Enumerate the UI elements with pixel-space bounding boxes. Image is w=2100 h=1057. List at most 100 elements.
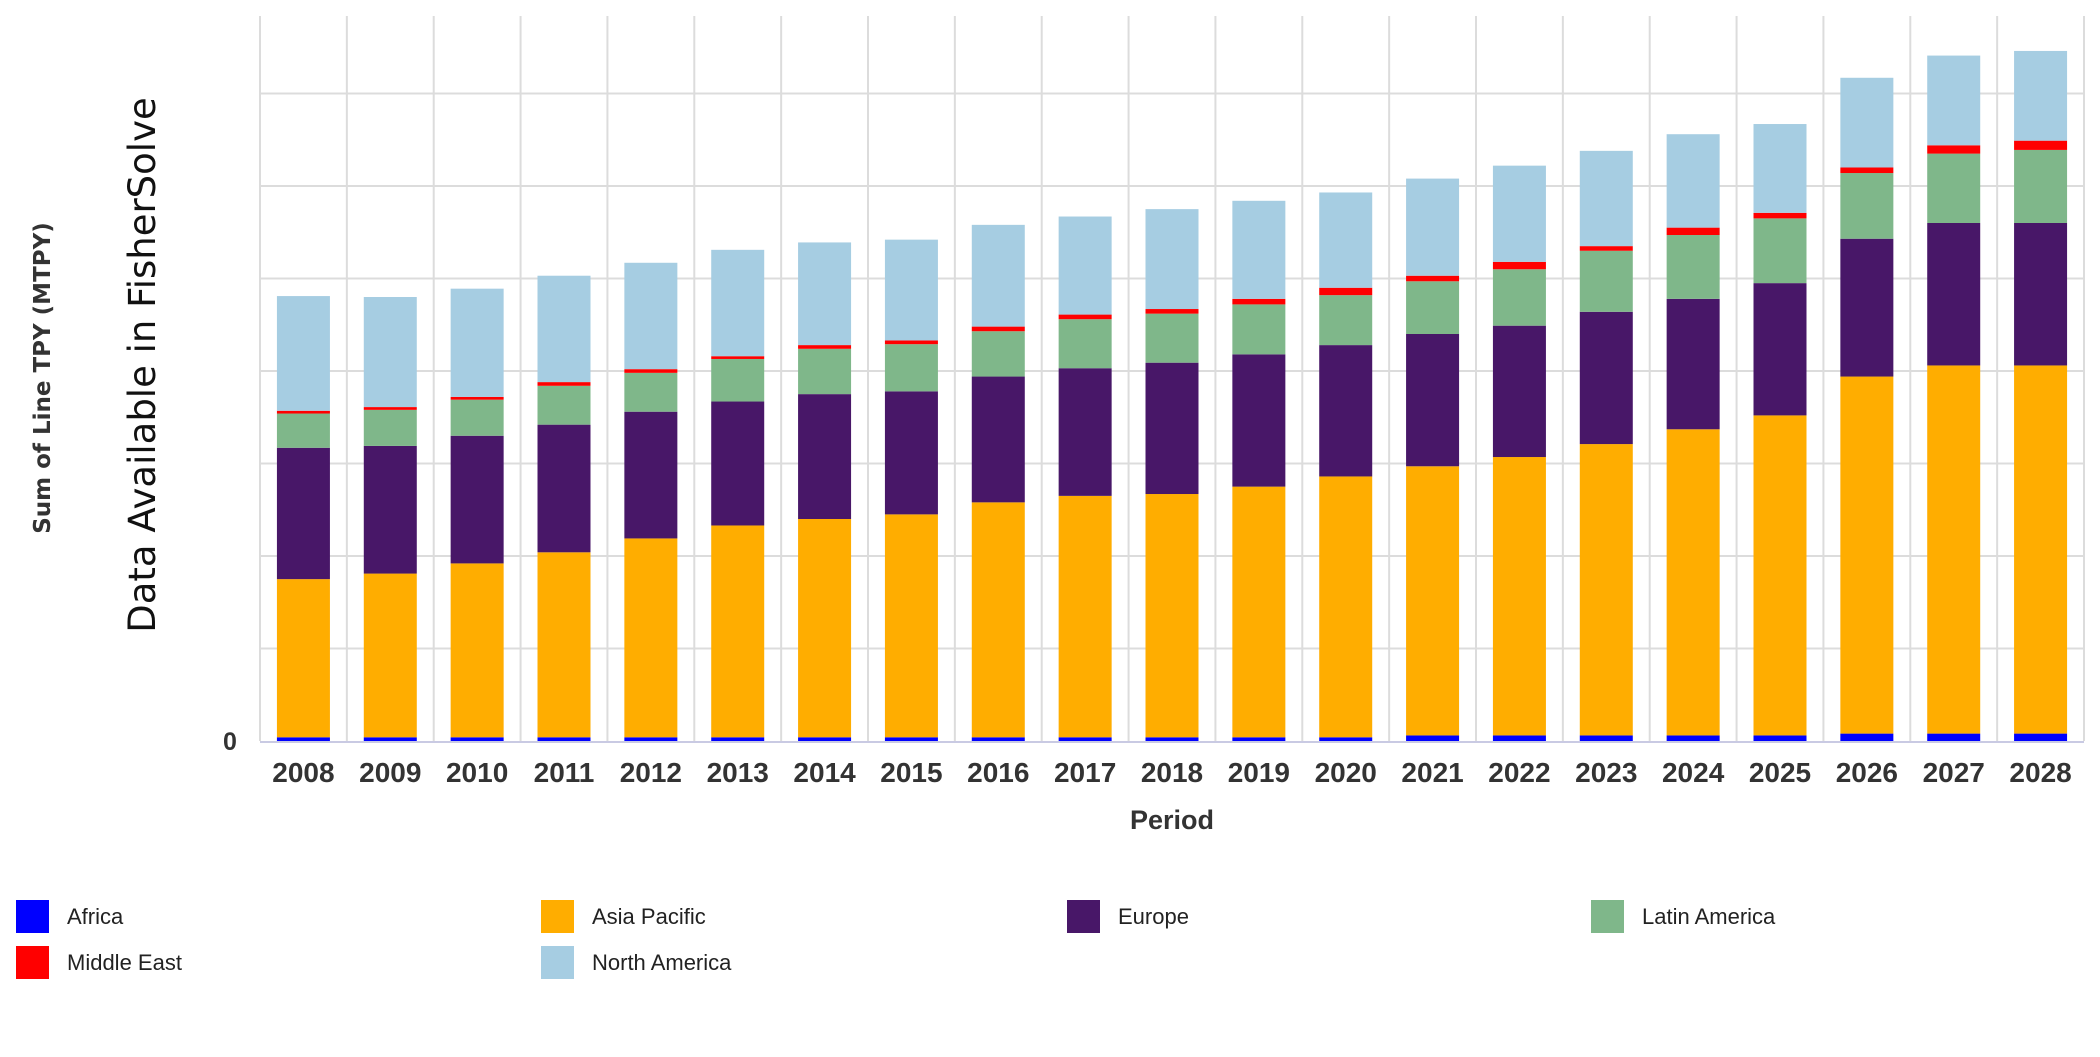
x-tick-label: 2013 (707, 757, 769, 788)
bar-stack-2024 (1666, 134, 1720, 741)
bar-segment-middle-east-2023 (1579, 246, 1633, 251)
bar-segment-europe-2013 (711, 401, 765, 526)
bar-segment-europe-2018 (1145, 362, 1199, 495)
bar-stack-2020 (1319, 192, 1373, 741)
bar-segment-middle-east-2009 (363, 407, 417, 410)
bar-segment-latin-america-2028 (2014, 149, 2068, 223)
bar-segment-africa-2017 (1058, 737, 1112, 741)
bar-segment-north-america-2028 (2014, 50, 2068, 141)
bar-segment-asia-pacific-2012 (624, 538, 678, 738)
bar-segment-africa-2024 (1666, 735, 1720, 741)
bar-segment-middle-east-2018 (1145, 309, 1199, 314)
bar-segment-africa-2009 (363, 737, 417, 741)
bar-segment-north-america-2014 (798, 242, 852, 346)
bar-segment-europe-2012 (624, 411, 678, 539)
bar-segment-latin-america-2016 (971, 331, 1025, 377)
bar-segment-asia-pacific-2008 (276, 579, 330, 738)
y-tick-label: 0 (223, 728, 237, 756)
legend-item-africa[interactable]: Africa (16, 900, 123, 933)
x-tick-label: 2021 (1401, 757, 1463, 788)
bar-stack-2012 (624, 262, 678, 741)
bar-stack-2015 (884, 239, 938, 741)
legend-label: Asia Pacific (592, 903, 706, 929)
legend-label: North America (592, 949, 732, 975)
bar-segment-middle-east-2017 (1058, 314, 1112, 320)
bar-segment-middle-east-2012 (624, 369, 678, 373)
legend-item-north-america[interactable]: North America (541, 946, 731, 979)
bar-segment-north-america-2018 (1145, 209, 1199, 310)
bar-segment-north-america-2017 (1058, 216, 1112, 315)
x-tick-label: 2011 (534, 757, 595, 788)
bar-segment-africa-2018 (1145, 737, 1199, 741)
bar-segment-north-america-2019 (1232, 200, 1286, 299)
bar-segment-africa-2015 (884, 737, 938, 741)
bar-segment-latin-america-2018 (1145, 313, 1199, 363)
x-tick-label: 2023 (1575, 757, 1637, 788)
bar-segment-middle-east-2025 (1753, 212, 1807, 219)
bar-segment-europe-2023 (1579, 311, 1633, 445)
bar-segment-africa-2010 (450, 737, 504, 741)
bar-stack-2016 (971, 224, 1025, 741)
bar-segment-asia-pacific-2019 (1232, 486, 1286, 738)
x-tick-label: 2028 (2009, 757, 2071, 788)
x-tick-label: 2020 (1315, 757, 1377, 788)
bar-segment-middle-east-2028 (2014, 140, 2068, 150)
legend-swatch-icon (541, 946, 574, 979)
x-tick-label: 2018 (1141, 757, 1203, 788)
bar-stack-2008 (276, 296, 330, 741)
bar-segment-asia-pacific-2022 (1492, 457, 1546, 736)
x-tick-label: 2025 (1749, 757, 1811, 788)
bar-segment-asia-pacific-2014 (798, 519, 852, 738)
legend-swatch-icon (1591, 900, 1624, 933)
legend-swatch-icon (16, 900, 49, 933)
legend-label: Europe (1118, 903, 1189, 929)
bar-stack-2022 (1492, 165, 1546, 741)
x-tick-labels: 2008 2009 2010 2011 2012 2013 2014 2015 2016 2017… (272, 757, 2071, 788)
bar-segment-latin-america-2011 (537, 385, 591, 425)
bar-segment-latin-america-2021 (1406, 281, 1460, 334)
bar-stack-2026 (1840, 77, 1894, 741)
bar-segment-latin-america-2012 (624, 372, 678, 412)
legend-swatch-icon (541, 900, 574, 933)
bar-segment-africa-2014 (798, 737, 852, 741)
bar-segment-europe-2020 (1319, 345, 1373, 477)
bar-segment-middle-east-2022 (1492, 261, 1546, 270)
bar-segment-latin-america-2017 (1058, 319, 1112, 369)
legend-label: Middle East (67, 949, 182, 975)
x-tick-label: 2022 (1488, 757, 1550, 788)
bar-stack-2018 (1145, 209, 1199, 741)
bar-segment-africa-2019 (1232, 737, 1286, 741)
bar-segment-africa-2027 (1927, 733, 1981, 741)
bar-stack-2019 (1232, 200, 1286, 741)
bar-segment-europe-2027 (1927, 223, 1981, 366)
bar-segment-asia-pacific-2011 (537, 552, 591, 738)
bar-stack-2009 (363, 297, 417, 741)
legend-item-asia-pacific[interactable]: Asia Pacific (541, 900, 706, 933)
x-tick-label: 2019 (1228, 757, 1290, 788)
bar-segment-asia-pacific-2028 (2014, 365, 2068, 734)
bar-segment-europe-2021 (1406, 334, 1460, 467)
gridlines (259, 16, 2085, 741)
bar-segment-asia-pacific-2025 (1753, 415, 1807, 736)
bar-segment-africa-2028 (2014, 733, 2068, 741)
bar-segment-europe-2009 (363, 445, 417, 574)
bar-segment-north-america-2016 (971, 224, 1025, 327)
bar-segment-africa-2026 (1840, 733, 1894, 741)
bar-segment-latin-america-2025 (1753, 218, 1807, 284)
bar-segment-middle-east-2027 (1927, 145, 1981, 154)
bar-segment-africa-2023 (1579, 735, 1633, 741)
bar-stack-2013 (711, 249, 765, 741)
x-axis-title: Period (1130, 805, 1214, 835)
bar-segment-latin-america-2023 (1579, 250, 1633, 312)
legend-item-europe[interactable]: Europe (1067, 900, 1189, 933)
bar-segment-north-america-2023 (1579, 150, 1633, 247)
bar-segment-europe-2014 (798, 394, 852, 519)
bar-stack-2021 (1406, 178, 1460, 741)
y-tick-labels: 0 (223, 728, 237, 756)
bar-segment-africa-2012 (624, 737, 678, 741)
bar-segment-middle-east-2013 (711, 356, 765, 359)
legend-item-middle-east[interactable]: Middle East (16, 946, 182, 979)
legend-item-latin-america[interactable]: Latin America (1591, 900, 1775, 933)
y-axis-title: Sum of Line TPY (MTPY) (30, 222, 56, 534)
bar-stack-2025 (1753, 124, 1807, 741)
